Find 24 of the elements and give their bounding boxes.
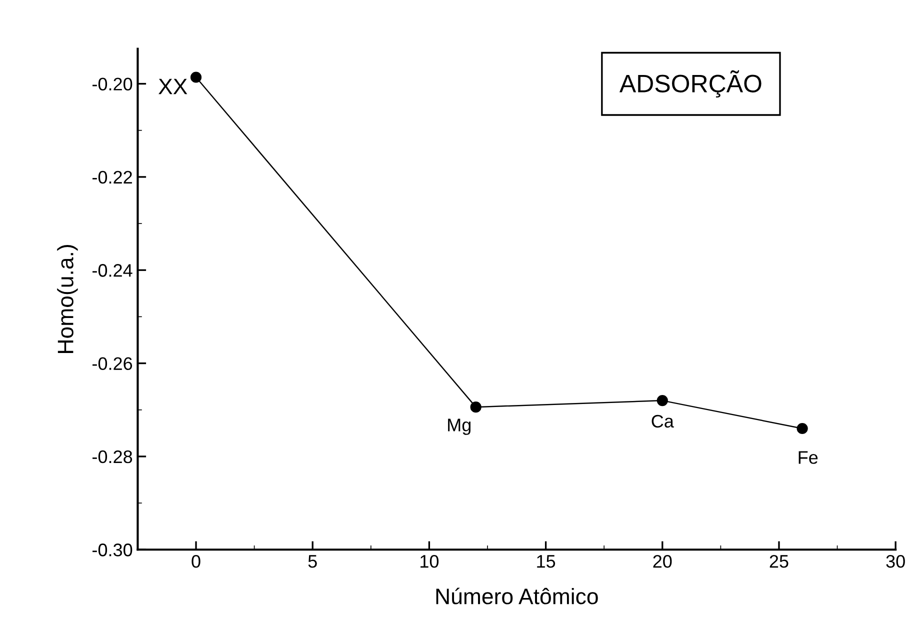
point	[470, 402, 482, 413]
point	[656, 394, 668, 406]
annotation: ADSORÇÃO	[619, 70, 762, 98]
x-tick-label: 10	[420, 554, 439, 568]
annotation: Ca	[652, 414, 674, 428]
point	[796, 422, 808, 434]
y-axis-title: Homo(u.a.)	[57, 245, 78, 353]
x-tick-label: 25	[770, 554, 788, 568]
x-axis-title: Número Atômico	[436, 588, 598, 604]
x-tick-label: 5	[308, 555, 317, 568]
x-tick-label: 15	[537, 555, 556, 568]
y-tick-label: -0.26	[92, 357, 132, 370]
annotation: XX	[158, 78, 188, 94]
y-tick-label: -0.24	[92, 264, 132, 277]
y-tick-label: -0.28	[92, 450, 132, 464]
y-tick-label: -0.22	[92, 170, 132, 184]
annotation: Fe	[798, 451, 818, 464]
y-tick-label: -0.30	[92, 544, 132, 556]
x-tick-label: 0	[192, 554, 200, 568]
x-tick-label: 20	[653, 554, 672, 568]
annotation: Mg	[448, 418, 471, 435]
x-tick-label: 30	[886, 554, 905, 568]
point	[190, 72, 202, 83]
y-tick-label: -0.20	[92, 78, 132, 90]
